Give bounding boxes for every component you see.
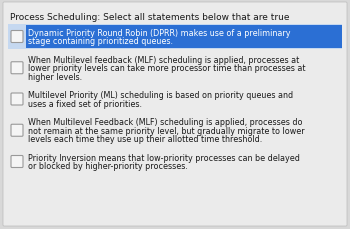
Text: Dynamic Priority Round Robin (DPRR) makes use of a preliminary: Dynamic Priority Round Robin (DPRR) make… [28, 29, 290, 38]
FancyBboxPatch shape [11, 31, 23, 43]
FancyBboxPatch shape [11, 125, 23, 137]
Text: When Multilevel feedback (MLF) scheduling is applied, processes at: When Multilevel feedback (MLF) schedulin… [28, 56, 299, 65]
Text: Multilevel Priority (ML) scheduling is based on priority queues and: Multilevel Priority (ML) scheduling is b… [28, 91, 293, 100]
Text: lower priority levels can take more processor time than processes at: lower priority levels can take more proc… [28, 64, 306, 73]
FancyBboxPatch shape [11, 156, 23, 168]
FancyBboxPatch shape [11, 63, 23, 74]
Text: stage containing prioritized queues.: stage containing prioritized queues. [28, 37, 173, 46]
Text: uses a fixed set of priorities.: uses a fixed set of priorities. [28, 100, 142, 109]
Text: higher levels.: higher levels. [28, 73, 82, 82]
FancyBboxPatch shape [3, 3, 347, 226]
Bar [26, 26, 342, 49]
Text: When Multilevel Feedback (MLF) scheduling is applied, processes do: When Multilevel Feedback (MLF) schedulin… [28, 118, 302, 127]
FancyBboxPatch shape [11, 94, 23, 106]
Text: Priority Inversion means that low-priority processes can be delayed: Priority Inversion means that low-priori… [28, 153, 300, 162]
Text: or blocked by higher-priority processes.: or blocked by higher-priority processes. [28, 162, 188, 171]
Text: Process Scheduling: Select all statements below that are true: Process Scheduling: Select all statement… [10, 13, 289, 22]
Text: levels each time they use up their allotted time threshold.: levels each time they use up their allot… [28, 135, 262, 144]
Text: not remain at the same priority level, but gradually migrate to lower: not remain at the same priority level, b… [28, 126, 304, 135]
FancyBboxPatch shape [8, 25, 342, 50]
